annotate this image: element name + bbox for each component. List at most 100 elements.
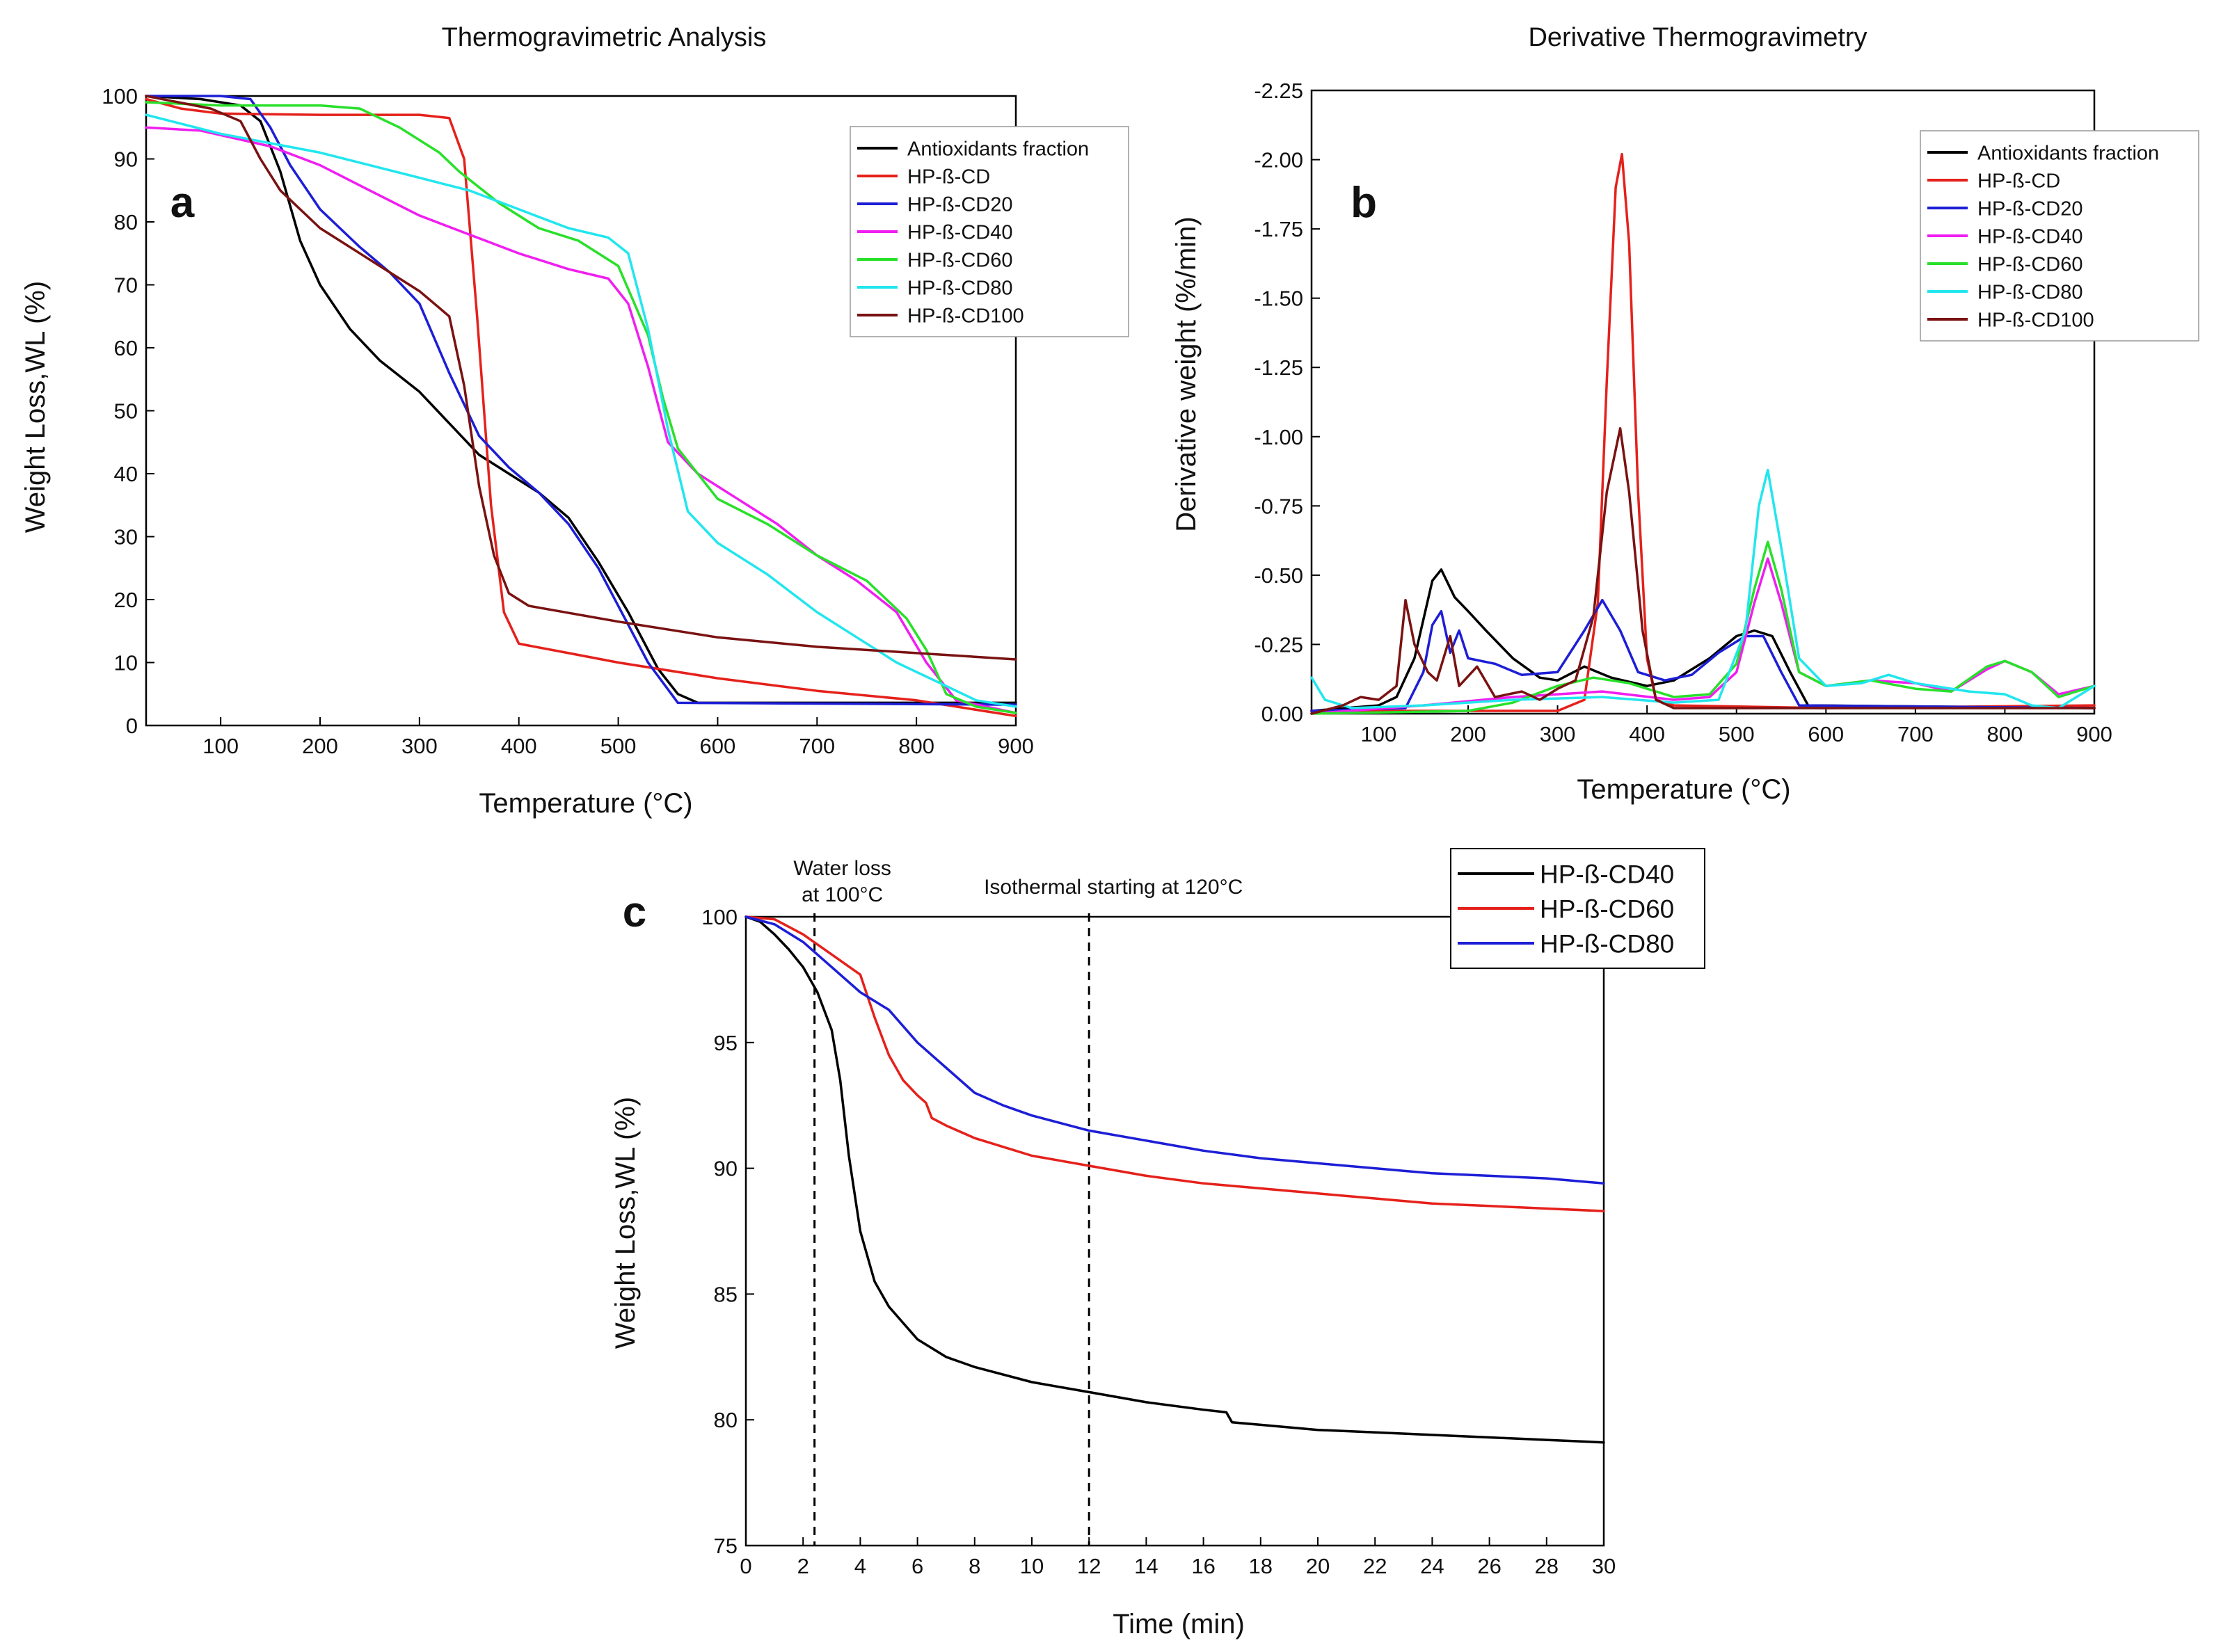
- panel-a-ytick-label: 70: [114, 273, 138, 298]
- panel-b-letter: b: [1351, 179, 1377, 227]
- panel-a-ytick-label: 100: [102, 84, 138, 109]
- panel-b-series-hp-ss-cd80: [1310, 468, 2096, 709]
- panel-b-ytick-label: -1.25: [1254, 355, 1303, 380]
- panel-a-legend-label: HP-ß-CD60: [907, 249, 1012, 271]
- panel-b-ytick-label: -0.50: [1254, 563, 1303, 588]
- panel-c-legend-label: HP-ß-CD40: [1540, 860, 1674, 888]
- panel-a-xtick-label: 200: [302, 734, 338, 758]
- panel-b-xtick-label: 900: [2076, 722, 2112, 746]
- panel-b-ytick-label: -1.50: [1254, 287, 1303, 311]
- panel-b-ytick-label: -1.75: [1254, 217, 1303, 241]
- panel-b-xtick-label: 600: [1808, 722, 1844, 746]
- panel-c-xtick-label: 20: [1306, 1554, 1330, 1578]
- panel-a-xtick-label: 600: [700, 734, 736, 758]
- panel-a-ytick-label: 0: [126, 714, 138, 738]
- panel-c-xtick-label: 10: [1020, 1554, 1044, 1578]
- panel-c-xtick-label: 2: [797, 1554, 809, 1578]
- panel-c-xlabel: Time (min): [1113, 1609, 1245, 1639]
- annotation-text: Isothermal starting at 120°C: [984, 876, 1243, 899]
- panel-b-ytick-label: -2.00: [1254, 148, 1303, 173]
- panel-a-series-hp-ss-cd40: [145, 126, 1017, 714]
- panel-c-xtick-label: 12: [1077, 1554, 1101, 1578]
- panel-c-xtick-label: 0: [740, 1554, 751, 1578]
- panel-a-legend-label: HP-ß-CD100: [907, 305, 1024, 327]
- annotation-text: at 100°C: [802, 883, 883, 906]
- panel-b-plot: 100 200 300 400 500 600 700 800 900 0.00 -0.25 -0.5…: [1254, 79, 2199, 746]
- panel-b-series-antioxidants-fraction: [1310, 568, 2096, 712]
- panel-c-ytick-label: 100: [701, 905, 738, 929]
- panel-b-xtick-label: 300: [1540, 722, 1576, 746]
- panel-c-xtick-label: 4: [854, 1554, 866, 1578]
- panel-b-xtick-label: 400: [1629, 722, 1665, 746]
- panel-a-xlabel: Temperature (°C): [479, 788, 692, 819]
- panel-c-ytick-label: 90: [714, 1157, 738, 1181]
- panel-a-ytick-label: 10: [114, 651, 138, 675]
- panel-a-xtick-label: 900: [998, 734, 1034, 758]
- panel-a-ytick-label: 80: [114, 210, 138, 234]
- panel-a-ytick-label: 20: [114, 588, 138, 612]
- panel-c-letter: c: [623, 888, 646, 936]
- panel-a-ytick-label: 60: [114, 336, 138, 360]
- panel-c-xtick-label: 28: [1535, 1554, 1559, 1578]
- panel-c-xtick-label: 24: [1420, 1554, 1444, 1578]
- panel-c-ylabel: Weight Loss,WL (%): [610, 1097, 641, 1349]
- panel-b-ylabel: Derivative weight (%/min): [1171, 216, 1202, 531]
- panel-b-xtick-label: 100: [1361, 722, 1397, 746]
- panel-a-series-hp-ss-cd: [145, 97, 1017, 718]
- panel-c-plot: 0 2 4 6 8 10 12 14 16 18 20 22 24 26 28 307580859095100…: [701, 848, 1705, 1578]
- panel-b-xtick-label: 200: [1450, 722, 1486, 746]
- panel-b-xtick-label: 500: [1719, 722, 1755, 746]
- panel-a-xtick-label: 800: [898, 734, 934, 758]
- panel-b-title: Derivative Thermogravimetry: [1528, 23, 1867, 52]
- panel-b-series-hp-ss-cd40: [1310, 557, 2096, 715]
- panel-a-xtick-label: 300: [401, 734, 438, 758]
- panel-a-legend-label: HP-ß-CD40: [907, 221, 1012, 243]
- panel-a-ylabel: Weight Loss,WL (%): [20, 281, 51, 533]
- panel-c-legend-label: HP-ß-CD60: [1540, 895, 1674, 923]
- panel-b-legend-label: HP-ß-CD80: [1977, 281, 2082, 303]
- panel-c: c 0 2 4 6 8 10 12 14 16 18 20 22 24 26 28 3075808590951…: [610, 848, 1705, 1639]
- panel-b-xtick-label: 800: [1987, 722, 2023, 746]
- panel-b-ytick-label: -0.75: [1254, 494, 1303, 518]
- panel-b-series-hp-ss-cd100: [1310, 427, 2096, 715]
- panel-b-legend-label: HP-ß-CD100: [1977, 309, 2094, 331]
- panel-a-title: Thermogravimetric Analysis: [442, 23, 767, 52]
- panel-a-ytick-label: 50: [114, 399, 138, 424]
- panel-b-plot-frame: [1310, 89, 2096, 715]
- panel-a-xtick-label: 100: [202, 734, 239, 758]
- panel-a-ytick-label: 30: [114, 525, 138, 550]
- panel-b-legend-label: Antioxidants fraction: [1977, 142, 2159, 164]
- panel-b-series-hp-ss-cd60: [1310, 540, 2096, 715]
- panel-c-xtick-label: 18: [1249, 1554, 1273, 1578]
- panel-a-legend-label: Antioxidants fraction: [907, 138, 1089, 160]
- panel-a-series-antioxidants-fraction: [145, 95, 1017, 705]
- panel-b-legend-label: HP-ß-CD20: [1977, 198, 2082, 220]
- panel-b-legend-label: HP-ß-CD: [1977, 170, 2060, 192]
- panel-a-xtick-label: 400: [501, 734, 537, 758]
- panel-b-ytick-label: 0.00: [1261, 702, 1303, 726]
- panel-c-xtick-label: 8: [969, 1554, 980, 1578]
- panel-c-xtick-label: 30: [1592, 1554, 1616, 1578]
- panel-b-series-hp-ss-cd: [1310, 152, 2096, 712]
- panel-b-legend-label: HP-ß-CD40: [1977, 225, 2082, 248]
- panel-c-series-hp-ss-cd60: [744, 915, 1605, 1212]
- panel-b-series-hp-ss-cd20: [1310, 598, 2096, 712]
- panel-a-ytick-label: 40: [114, 462, 138, 486]
- panel-a-xtick-label: 500: [600, 734, 637, 758]
- panel-a-legend-label: HP-ß-CD80: [907, 277, 1012, 299]
- panel-a-series-hp-ss-cd20: [145, 95, 1017, 706]
- panel-c-ytick-label: 95: [714, 1031, 738, 1055]
- panel-c-xtick-label: 22: [1363, 1554, 1387, 1578]
- panel-a-series-hp-ss-cd100: [145, 95, 1017, 661]
- panel-a-xtick-label: 700: [799, 734, 835, 758]
- panel-c-ytick-label: 85: [714, 1282, 738, 1306]
- panel-b-ytick-label: -0.25: [1254, 632, 1303, 657]
- panel-c-xtick-label: 26: [1477, 1554, 1501, 1578]
- panel-b-ytick-label: -2.25: [1254, 79, 1303, 103]
- panel-c-series-hp-ss-cd40: [744, 915, 1605, 1444]
- panel-a: Thermogravimetric Analysis a 100 200 300 40…: [20, 23, 1129, 819]
- panel-a-legend-label: HP-ß-CD: [907, 166, 990, 188]
- panel-b-legend-label: HP-ß-CD60: [1977, 253, 2082, 275]
- panel-c-legend-label: HP-ß-CD80: [1540, 929, 1674, 958]
